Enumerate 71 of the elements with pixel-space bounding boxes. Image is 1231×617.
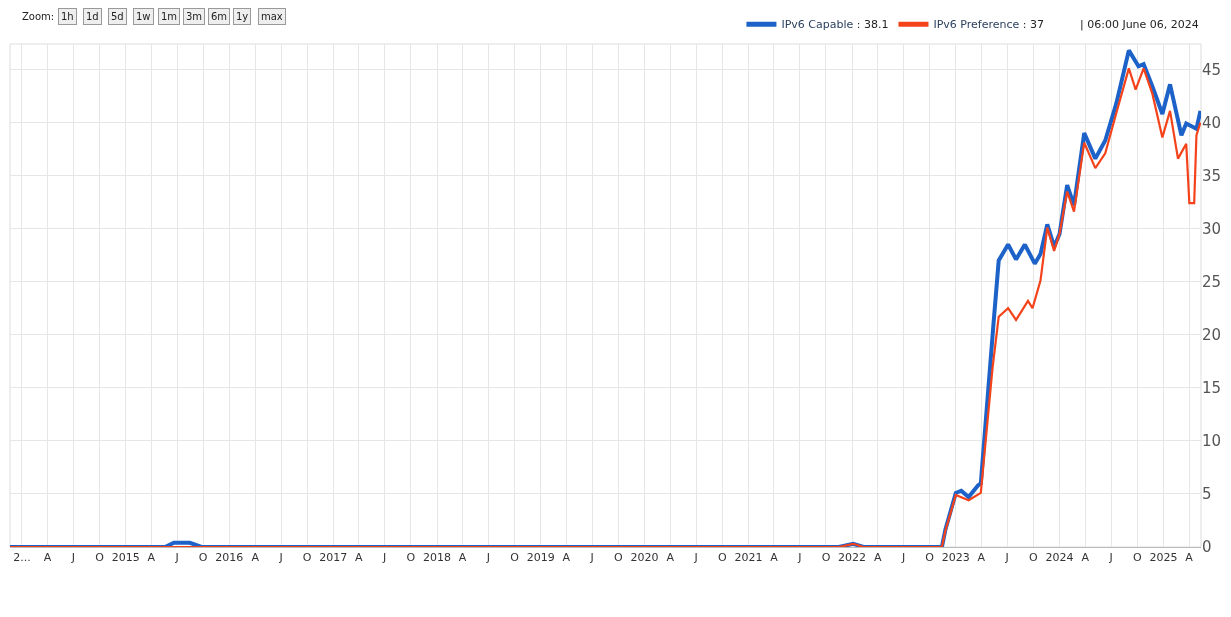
text: 6m [211,11,228,22]
text: Zoom: [22,11,55,22]
x-tick-label: A [873,551,882,565]
x-tick-label: 2024 [1045,551,1074,565]
x-tick-label: A [977,551,986,565]
x-tick-label: J [900,551,906,565]
x-tick-label: O [1133,551,1143,565]
y-tick-label: 20 [1202,326,1222,345]
x-tick-label: 2021 [734,551,763,565]
x-tick-label: O [510,551,520,565]
y-tick-label: 0 [1202,538,1212,557]
x-tick-label: A [770,551,779,565]
x-tick-label: O [613,551,623,565]
x-tick-label: A [43,551,52,565]
x-tick-label: J [1108,551,1113,565]
text: 1w [136,11,151,22]
x-tick-label: O [95,551,105,565]
x-tick-label: A [251,551,260,565]
x-tick-label: O [821,551,831,565]
x-tick-label: O [717,551,727,565]
x-tick-label: O [198,551,208,565]
text: 1d [86,11,99,22]
x-tick-label: J [70,551,75,565]
x-tick-label: A [1185,551,1194,565]
x-tick-label: A [458,551,467,565]
x-tick-label: A [562,551,571,565]
text: : 38.1 [853,18,889,32]
x-tick-label: J [1004,551,1009,565]
y-tick-label: 25 [1202,272,1222,291]
x-tick-label: A [147,551,156,565]
text: 5d [111,11,124,22]
x-tick-label: O [406,551,416,565]
x-tick-label: O [925,551,935,565]
y-tick-label: 30 [1202,219,1222,238]
x-tick-label: A [1081,551,1090,565]
x-tick-label: A [666,551,675,565]
x-tick-label: 2015 [111,551,140,565]
text: 1h [61,11,74,22]
legend-label: IPv6 Preference [933,18,1020,32]
y-tick-label: 10 [1202,432,1222,451]
text: 1m [161,11,178,22]
x-tick-label: J [485,551,491,565]
y-tick-label: 45 [1202,60,1222,79]
y-tick-label: 5 [1202,485,1212,504]
text: 3m [186,11,203,22]
x-tick-label: 2019 [526,551,555,565]
y-tick-label: 35 [1202,166,1222,185]
x-tick-label: J [174,551,179,565]
y-tick-label: 15 [1202,379,1222,398]
x-tick-label: O [1029,551,1039,565]
x-tick-label: 2025 [1149,551,1178,565]
x-tick-label: 2023 [941,551,970,565]
x-tick-label: 2018 [423,551,452,565]
y-tick-label: 40 [1202,113,1222,132]
x-tick-label: O [302,551,312,565]
x-tick-label: J [589,551,594,565]
text: max [261,11,283,22]
x-tick-label: 2017 [319,551,348,565]
x-tick-label: 2... [13,551,31,565]
text: 1y [236,11,249,22]
x-tick-label: J [797,551,802,565]
x-tick-label: J [382,551,387,565]
x-tick-label: J [278,551,283,565]
x-tick-label: A [355,551,364,565]
x-tick-label: J [693,551,698,565]
text: : 37 [1019,18,1045,32]
x-tick-label: 2020 [630,551,659,565]
legend-label: IPv6 Capable [781,18,854,32]
text: | 06:00 June 06, 2024 [1080,18,1199,31]
x-tick-label: 2022 [838,551,867,565]
x-tick-label: 2016 [215,551,244,565]
